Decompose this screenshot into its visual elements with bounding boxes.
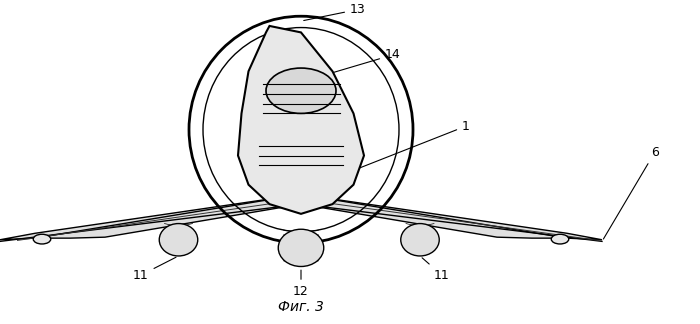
Ellipse shape: [552, 234, 568, 244]
Text: 11: 11: [422, 258, 449, 282]
Ellipse shape: [34, 234, 50, 244]
Polygon shape: [0, 194, 301, 240]
Text: 1: 1: [353, 120, 470, 171]
Text: 12: 12: [293, 270, 309, 298]
Text: 6: 6: [603, 145, 659, 239]
Ellipse shape: [400, 224, 440, 256]
Ellipse shape: [160, 224, 197, 256]
Polygon shape: [238, 26, 364, 214]
Ellipse shape: [279, 229, 323, 267]
Text: 11: 11: [133, 257, 176, 282]
Text: Фиг. 3: Фиг. 3: [278, 300, 324, 314]
Polygon shape: [301, 194, 602, 240]
Ellipse shape: [266, 68, 336, 113]
Text: 14: 14: [307, 48, 401, 80]
Text: 13: 13: [304, 3, 365, 20]
